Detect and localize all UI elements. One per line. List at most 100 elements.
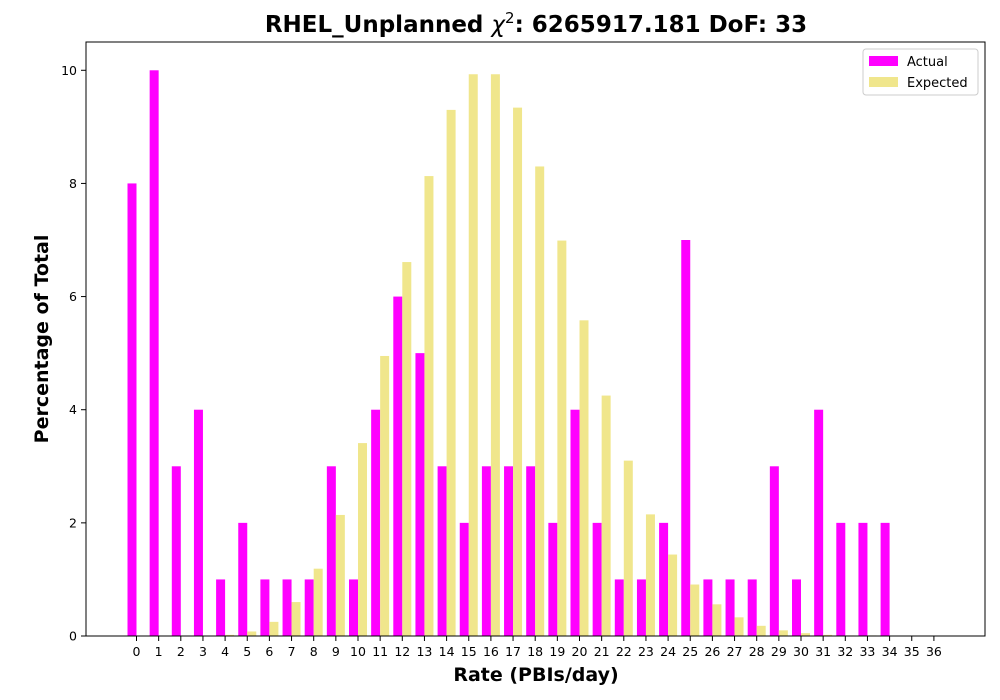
bar-expected-15 bbox=[468, 74, 478, 636]
x-tick-label: 29 bbox=[771, 644, 787, 659]
y-axis-ticks: 0 2 4 6 8 10 bbox=[61, 63, 86, 644]
bar-actual-9 bbox=[326, 466, 336, 636]
bar-actual-19 bbox=[548, 522, 558, 636]
bar-actual-34 bbox=[880, 522, 890, 636]
x-tick-label: 19 bbox=[549, 644, 565, 659]
bar-expected-12 bbox=[402, 262, 412, 636]
bar-actual-5 bbox=[238, 522, 248, 636]
bar-actual-13 bbox=[415, 353, 425, 636]
legend: Actual Expected bbox=[862, 48, 979, 96]
x-tick-label: 22 bbox=[616, 644, 632, 659]
bar-expected-17 bbox=[513, 107, 523, 637]
bar-actual-25 bbox=[681, 240, 691, 636]
bar-expected-31 bbox=[823, 634, 833, 636]
bar-actual-0 bbox=[127, 183, 137, 636]
bar-actual-21 bbox=[592, 522, 602, 636]
bar-actual-14 bbox=[437, 466, 447, 636]
bar-expected-9 bbox=[335, 514, 345, 636]
bar-expected-10 bbox=[358, 443, 367, 636]
x-tick-label: 36 bbox=[926, 644, 942, 659]
x-tick-label: 23 bbox=[638, 644, 654, 659]
x-tick-label: 8 bbox=[310, 644, 318, 659]
bar-actual-31 bbox=[814, 409, 824, 636]
bar-expected-28 bbox=[756, 625, 766, 636]
x-tick-label: 33 bbox=[859, 644, 875, 659]
bar-expected-16 bbox=[490, 74, 500, 636]
legend-swatch-expected bbox=[869, 77, 898, 87]
x-tick-label: 1 bbox=[155, 644, 163, 659]
x-tick-label: 11 bbox=[372, 644, 388, 659]
bar-actual-20 bbox=[570, 409, 580, 636]
bar-expected-13 bbox=[424, 176, 434, 636]
x-tick-label: 10 bbox=[350, 644, 366, 659]
x-tick-label: 21 bbox=[594, 644, 610, 659]
bar-expected-4 bbox=[225, 634, 235, 636]
x-tick-label: 4 bbox=[221, 644, 229, 659]
bar-expected-6 bbox=[269, 621, 279, 636]
legend-swatch-actual bbox=[869, 56, 898, 66]
bar-actual-30 bbox=[792, 579, 801, 636]
x-tick-label: 27 bbox=[727, 644, 743, 659]
bar-expected-27 bbox=[734, 617, 744, 636]
x-tick-label: 20 bbox=[572, 644, 588, 659]
x-tick-label: 0 bbox=[133, 644, 141, 659]
bar-actual-6 bbox=[260, 579, 270, 636]
bar-actual-23 bbox=[636, 579, 646, 636]
x-axis-ticks: 0 1 2 3 4 5 6 7 8 9 10 11 12 13 14 15 16 17 18 19 20 21 22 23 24… bbox=[133, 636, 942, 659]
bar-actual-1 bbox=[149, 70, 159, 637]
bar-actual-33 bbox=[858, 522, 868, 636]
y-axis-label: Percentage of Total bbox=[31, 235, 53, 444]
x-tick-label: 30 bbox=[793, 644, 809, 659]
bar-expected-18 bbox=[535, 166, 545, 636]
bar-actual-17 bbox=[504, 466, 514, 636]
bar-actual-22 bbox=[614, 579, 624, 636]
x-tick-label: 25 bbox=[682, 644, 698, 659]
bar-expected-29 bbox=[778, 630, 788, 636]
bar-expected-7 bbox=[291, 602, 301, 636]
x-tick-label: 14 bbox=[439, 644, 455, 659]
x-tick-label: 17 bbox=[505, 644, 521, 659]
plot-frame bbox=[85, 41, 986, 637]
bar-expected-23 bbox=[645, 514, 655, 636]
y-tick-label: 8 bbox=[69, 176, 77, 191]
bar-actual-7 bbox=[282, 579, 292, 636]
bar-expected-21 bbox=[601, 395, 611, 636]
bar-actual-32 bbox=[836, 522, 846, 636]
bar-actual-12 bbox=[393, 296, 403, 636]
y-tick-label: 0 bbox=[69, 629, 77, 644]
x-tick-label: 5 bbox=[243, 644, 251, 659]
y-tick-label: 10 bbox=[61, 63, 77, 78]
x-tick-label: 35 bbox=[904, 644, 920, 659]
legend-label-actual: Actual bbox=[907, 55, 948, 70]
x-axis-label: Rate (PBIs/day) bbox=[453, 664, 618, 686]
bar-expected-14 bbox=[446, 109, 456, 636]
x-tick-label: 13 bbox=[416, 644, 432, 659]
x-tick-label: 12 bbox=[394, 644, 410, 659]
bar-actual-11 bbox=[371, 409, 381, 636]
x-tick-label: 6 bbox=[265, 644, 273, 659]
bar-actual-4 bbox=[216, 579, 226, 636]
x-tick-label: 15 bbox=[461, 644, 477, 659]
x-tick-label: 16 bbox=[483, 644, 499, 659]
bar-actual-28 bbox=[747, 579, 757, 636]
bar-expected-24 bbox=[668, 554, 678, 636]
bar-actual-10 bbox=[349, 579, 358, 636]
legend-label-expected: Expected bbox=[907, 76, 968, 91]
bar-expected-30 bbox=[801, 633, 810, 636]
bar-expected-20 bbox=[579, 320, 589, 636]
x-tick-label: 31 bbox=[815, 644, 831, 659]
x-tick-label: 32 bbox=[837, 644, 853, 659]
bar-actual-18 bbox=[526, 466, 536, 636]
bar-actual-26 bbox=[703, 579, 713, 636]
y-tick-label: 2 bbox=[69, 515, 77, 530]
bar-actual-15 bbox=[459, 522, 469, 636]
y-tick-label: 6 bbox=[69, 289, 77, 304]
bar-actual-2 bbox=[171, 466, 181, 636]
bar-expected-22 bbox=[623, 460, 633, 636]
x-tick-label: 28 bbox=[749, 644, 765, 659]
bar-expected-25 bbox=[690, 584, 700, 636]
bar-actual-24 bbox=[659, 522, 669, 636]
bar-expected-26 bbox=[712, 604, 722, 636]
x-tick-label: 7 bbox=[288, 644, 296, 659]
